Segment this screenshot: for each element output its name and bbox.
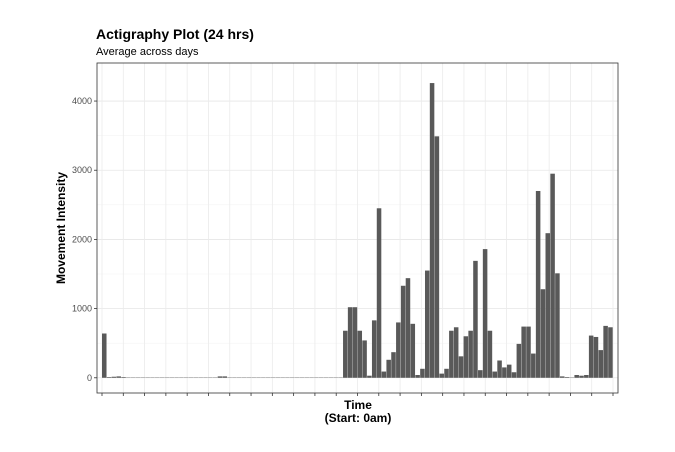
x-axis-title: Time [344, 398, 372, 412]
bar [362, 340, 367, 378]
bar [564, 377, 570, 378]
bar [386, 359, 391, 378]
bar [439, 373, 444, 378]
bar [434, 136, 440, 378]
bar [487, 330, 493, 378]
bar [516, 343, 522, 378]
bar [420, 368, 425, 378]
bar [468, 330, 473, 378]
bar [502, 367, 507, 378]
bar [405, 278, 411, 378]
bar [116, 376, 121, 378]
bar [371, 320, 377, 378]
bar [352, 307, 358, 378]
bar [521, 326, 526, 378]
bar [492, 371, 498, 378]
bar [222, 376, 228, 378]
bar [449, 330, 454, 378]
bar [111, 376, 117, 378]
bar [217, 376, 223, 378]
chart-subtitle: Average across days [96, 46, 199, 58]
bar [608, 327, 613, 378]
bar [106, 377, 112, 378]
y-tick-label: 4000 [72, 96, 92, 106]
bar [482, 249, 488, 378]
bar [526, 326, 531, 378]
bar [506, 364, 512, 378]
bar [400, 285, 406, 378]
bar [550, 173, 555, 378]
bar [381, 371, 387, 378]
y-tick-label: 1000 [72, 304, 92, 314]
bar [376, 208, 382, 378]
x-axis [101, 393, 614, 396]
bar [347, 307, 353, 378]
bar [584, 375, 589, 378]
bar [478, 370, 483, 378]
plot-panel [96, 62, 619, 394]
y-tick-label: 0 [87, 373, 92, 383]
bar [343, 330, 348, 378]
bar [555, 273, 560, 378]
bar [497, 360, 502, 378]
bar [121, 377, 126, 378]
bar [396, 322, 401, 378]
bar [535, 190, 541, 378]
y-axis: 0 1000 2000 3000 4000 [72, 96, 97, 383]
bar [531, 353, 536, 378]
bar [511, 372, 517, 378]
bar [588, 335, 594, 378]
bar [367, 375, 372, 378]
bars [102, 83, 613, 378]
bar [415, 375, 420, 378]
bar [559, 376, 565, 378]
bar [453, 327, 459, 378]
x-axis-subtitle: (Start: 0am) [325, 411, 392, 425]
bar [473, 260, 478, 378]
bar [357, 330, 363, 378]
y-tick-label: 3000 [72, 165, 92, 175]
chart-title: Actigraphy Plot (24 hrs) [96, 26, 254, 42]
bar [540, 289, 546, 378]
bar [391, 352, 396, 378]
bar [444, 368, 449, 378]
bar [102, 333, 107, 378]
bar [429, 83, 435, 378]
y-tick-label: 2000 [72, 234, 92, 244]
bar [545, 233, 551, 378]
bar [579, 375, 584, 378]
y-axis-title: Movement Intensity [54, 172, 68, 284]
bar [593, 336, 599, 378]
bar [603, 325, 608, 378]
bar [598, 350, 604, 378]
bar [574, 375, 579, 378]
bar [410, 323, 416, 378]
bar [463, 336, 469, 378]
bar [424, 270, 430, 378]
bar [458, 356, 464, 378]
